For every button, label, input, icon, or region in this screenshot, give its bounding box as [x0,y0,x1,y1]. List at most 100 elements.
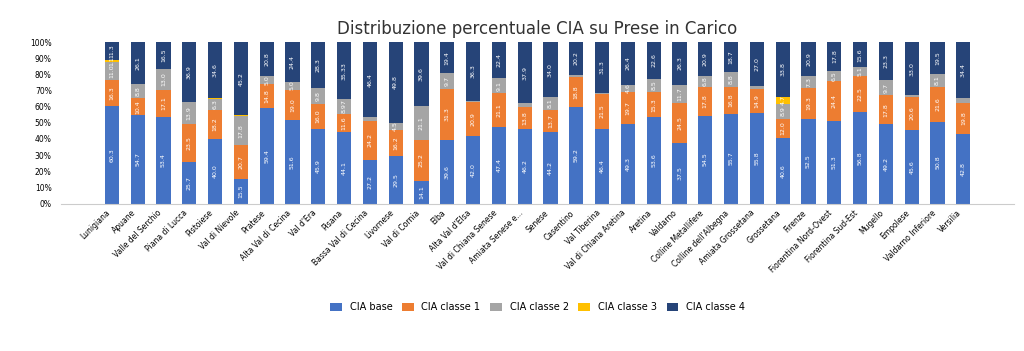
Bar [802,88,816,119]
Bar [621,42,635,85]
Text: 17.8: 17.8 [831,49,837,64]
Text: 8.5: 8.5 [651,81,656,90]
Text: 28.3: 28.3 [315,58,321,72]
Bar [827,121,842,204]
Bar [775,104,790,119]
Bar [233,117,248,145]
Text: 10.4: 10.4 [135,100,140,114]
Text: 19.4: 19.4 [444,51,450,65]
Bar [802,76,816,88]
Bar [492,78,506,93]
Bar [259,84,273,108]
Bar [802,119,816,204]
Bar [130,42,144,84]
Bar [157,42,171,69]
Text: 26.3: 26.3 [677,57,682,70]
Text: 8.1: 8.1 [935,75,940,85]
Text: 22.5: 22.5 [858,87,862,101]
Bar [362,160,377,204]
Text: 13.7: 13.7 [548,114,553,128]
Bar [544,110,558,132]
Bar [750,90,764,113]
Bar [233,115,248,117]
Text: 5.1: 5.1 [858,67,862,76]
Bar [388,156,402,204]
Bar [853,67,867,75]
Text: 45.2: 45.2 [239,72,244,86]
Text: 1.1: 1.1 [110,57,115,66]
Bar [853,42,867,67]
Bar [362,42,377,117]
Bar [415,181,429,204]
Bar [337,132,351,204]
Text: 11.6: 11.6 [342,116,346,130]
Bar [931,121,945,204]
Bar [466,42,480,101]
Bar [286,90,300,120]
Bar [853,112,867,204]
Text: 17.8: 17.8 [239,124,244,138]
Text: 16.8: 16.8 [729,93,733,107]
Bar [673,85,687,104]
Bar [104,42,119,60]
Bar [311,130,326,204]
Bar [388,130,402,156]
Text: 56.8: 56.8 [858,151,862,165]
Text: 15.3: 15.3 [651,98,656,112]
Text: 19.3: 19.3 [806,96,811,110]
Text: 4.6: 4.6 [626,84,631,93]
Bar [673,42,687,85]
Bar [698,42,713,76]
Text: 22.4: 22.4 [497,53,502,67]
Bar [827,42,842,71]
Text: 42.8: 42.8 [961,162,966,176]
Text: 14.8: 14.8 [264,89,269,102]
Text: 14.1: 14.1 [419,185,424,199]
Text: 34.6: 34.6 [213,63,217,77]
Text: 59.4: 59.4 [264,149,269,163]
Text: 8.8: 8.8 [729,74,733,84]
Text: 16.0: 16.0 [315,110,321,123]
Bar [698,87,713,115]
Text: 46.4: 46.4 [368,73,373,86]
Text: 21.5: 21.5 [600,105,604,118]
Bar [646,117,660,204]
Text: 31.3: 31.3 [444,107,450,121]
Bar [388,122,402,130]
Bar [544,132,558,204]
Bar [595,94,609,129]
Bar [569,77,584,107]
Bar [931,87,945,121]
Text: 9.7: 9.7 [884,82,889,93]
Bar [311,104,326,130]
Text: 13.0: 13.0 [161,72,166,86]
Text: 60.3: 60.3 [110,148,115,162]
Text: 35.33: 35.33 [342,62,346,80]
Bar [415,42,429,106]
Text: 23.5: 23.5 [186,136,191,150]
Bar [492,42,506,78]
Text: 20.9: 20.9 [806,52,811,66]
Text: 49.3: 49.3 [626,157,631,171]
Bar [337,99,351,114]
Bar [879,95,893,124]
Text: 51.6: 51.6 [290,155,295,169]
Bar [775,138,790,204]
Text: 20.6: 20.6 [909,106,914,120]
Text: 18.7: 18.7 [729,50,733,64]
Text: 25.7: 25.7 [186,176,191,190]
Text: 52.5: 52.5 [806,154,811,168]
Bar [673,143,687,204]
Text: 27.0: 27.0 [755,57,760,71]
Bar [233,145,248,179]
Bar [517,103,531,107]
Text: 11.3: 11.3 [110,44,115,58]
Text: 20.2: 20.2 [573,52,579,66]
Text: 33.8: 33.8 [780,62,785,77]
Bar [517,42,531,103]
Bar [621,85,635,92]
Bar [724,42,738,72]
Bar [388,42,402,122]
Text: 42.0: 42.0 [471,163,475,177]
Text: 40.0: 40.0 [213,164,217,178]
